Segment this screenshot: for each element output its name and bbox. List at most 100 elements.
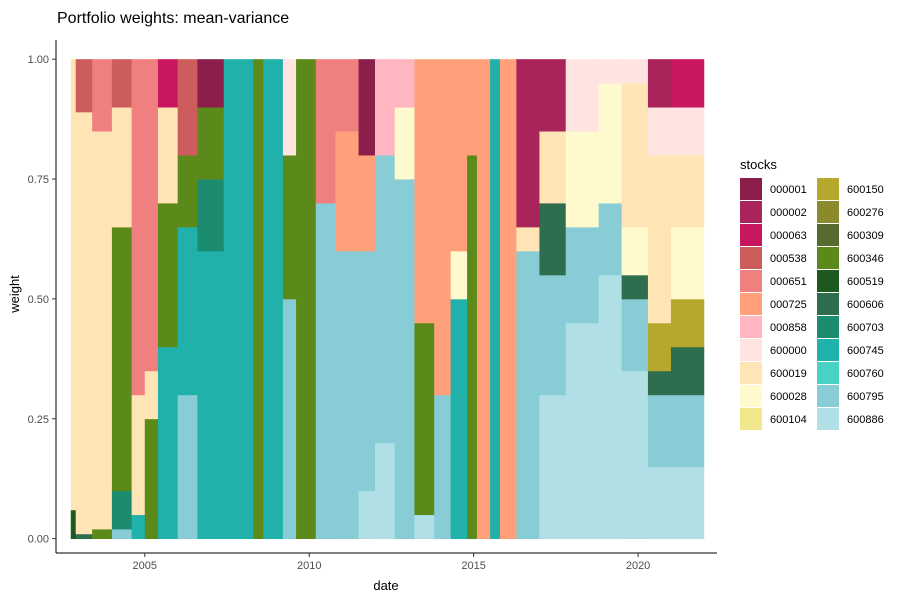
weight-band-600745 xyxy=(197,250,225,540)
weight-band-600346 xyxy=(414,322,435,516)
weight-band-000725 xyxy=(414,59,435,324)
weight-band-600346 xyxy=(177,155,198,228)
weight-band-600028 xyxy=(565,131,600,228)
weight-band-600795 xyxy=(621,298,649,372)
legend-swatch-000001 xyxy=(740,178,762,200)
legend-label-000858: 000858 xyxy=(770,322,807,334)
legend-label-600703: 600703 xyxy=(847,322,884,334)
legend-label-600745: 600745 xyxy=(847,345,884,357)
weight-band-600886 xyxy=(539,394,567,540)
legend-label-600519: 600519 xyxy=(847,276,884,288)
x-tick-label: 2015 xyxy=(461,560,485,572)
weight-band-600000 xyxy=(647,107,672,156)
weight-band-600606 xyxy=(539,203,567,276)
chart-title: Portfolio weights: mean-variance xyxy=(57,10,289,27)
legend-swatch-000858 xyxy=(740,316,762,338)
weight-band-600346 xyxy=(111,226,133,492)
weight-band-600019 xyxy=(75,111,93,535)
weight-band-600028 xyxy=(598,83,623,204)
weight-band-600795 xyxy=(516,250,540,540)
weight-band-000063 xyxy=(157,59,179,108)
legend-title: stocks xyxy=(740,157,777,172)
weight-band-600745 xyxy=(177,226,198,396)
weight-band-600000 xyxy=(565,59,600,132)
weight-band-600019 xyxy=(131,394,146,516)
weight-band-600150 xyxy=(670,298,705,348)
legend-swatch-600028 xyxy=(740,385,762,407)
weight-band-000651 xyxy=(335,59,359,132)
weight-band-600019 xyxy=(144,370,159,420)
weight-band-000538 xyxy=(111,59,133,108)
weight-band-600745 xyxy=(223,59,254,540)
weight-band-600346 xyxy=(92,529,113,540)
weight-band-000725 xyxy=(467,59,478,156)
weight-band-600019 xyxy=(670,155,705,228)
legend-swatch-000002 xyxy=(740,201,762,223)
weight-band-000538 xyxy=(75,59,93,113)
y-tick-label: 0.50 xyxy=(28,294,49,306)
weight-band-600745 xyxy=(131,514,146,540)
weight-band-600346 xyxy=(157,203,179,348)
weight-band-600886 xyxy=(598,274,623,540)
weight-band-600019 xyxy=(70,59,77,511)
weight-band-000651 xyxy=(144,59,159,372)
x-tick-label: 2010 xyxy=(297,560,321,572)
weight-band-000651 xyxy=(92,59,113,132)
weight-band-600028 xyxy=(394,107,415,180)
legend-swatch-600104 xyxy=(740,408,762,430)
weight-band-000725 xyxy=(335,131,359,252)
legend-label-000002: 000002 xyxy=(770,207,807,219)
weight-band-000858 xyxy=(374,59,396,156)
weight-band-600795 xyxy=(358,250,376,492)
legend-label-600150: 600150 xyxy=(847,184,884,196)
weight-band-600346 xyxy=(467,155,478,540)
legend-swatch-600606 xyxy=(817,293,839,315)
weight-band-600346 xyxy=(253,59,264,540)
weight-band-600745 xyxy=(263,59,284,540)
weight-band-000858 xyxy=(394,59,415,108)
legend-label-600886: 600886 xyxy=(847,414,884,426)
weight-band-600795 xyxy=(177,394,198,540)
weight-band-600019 xyxy=(621,83,649,228)
weight-band-600519 xyxy=(70,509,77,540)
legend-swatch-600000 xyxy=(740,339,762,361)
legend-label-600760: 600760 xyxy=(847,368,884,380)
y-tick-label: 0.00 xyxy=(28,534,49,546)
weight-band-600795 xyxy=(539,274,567,396)
legend-label-000538: 000538 xyxy=(770,253,807,265)
weight-band-000001 xyxy=(358,59,376,156)
legend-swatch-600745 xyxy=(817,339,839,361)
y-tick-label: 0.25 xyxy=(28,414,49,426)
weight-band-000725 xyxy=(434,59,452,396)
weight-band-600346 xyxy=(296,59,317,540)
legend-swatch-000725 xyxy=(740,293,762,315)
legend-swatch-000063 xyxy=(740,224,762,246)
weight-band-600795 xyxy=(598,203,623,276)
legend-swatch-600886 xyxy=(817,408,839,430)
legend-label-600000: 600000 xyxy=(770,345,807,357)
weight-band-600606 xyxy=(670,346,705,396)
legend-swatch-600795 xyxy=(817,385,839,407)
legend-label-600346: 600346 xyxy=(847,253,884,265)
weight-band-000725 xyxy=(476,59,491,540)
weight-band-600886 xyxy=(414,514,435,540)
legend-swatch-600346 xyxy=(817,247,839,269)
weight-band-000063 xyxy=(670,59,705,108)
legend-swatch-600309 xyxy=(817,224,839,246)
legend-label-600019: 600019 xyxy=(770,368,807,380)
legend-swatch-000651 xyxy=(740,270,762,292)
weight-band-000002 xyxy=(647,59,672,108)
weight-band-600000 xyxy=(621,59,649,84)
weight-band-600028 xyxy=(450,250,468,300)
legend-label-600276: 600276 xyxy=(847,207,884,219)
weight-band-600346 xyxy=(144,418,159,540)
legend-label-600309: 600309 xyxy=(847,230,884,242)
weight-band-600795 xyxy=(434,394,452,540)
weight-band-600795 xyxy=(394,179,415,540)
legend-swatch-600703 xyxy=(817,316,839,338)
y-tick-label: 0.75 xyxy=(28,174,49,186)
x-axis-title: date xyxy=(373,578,398,593)
weight-band-600019 xyxy=(157,107,179,204)
weight-band-000651 xyxy=(131,59,146,396)
weight-band-000725 xyxy=(358,155,376,252)
